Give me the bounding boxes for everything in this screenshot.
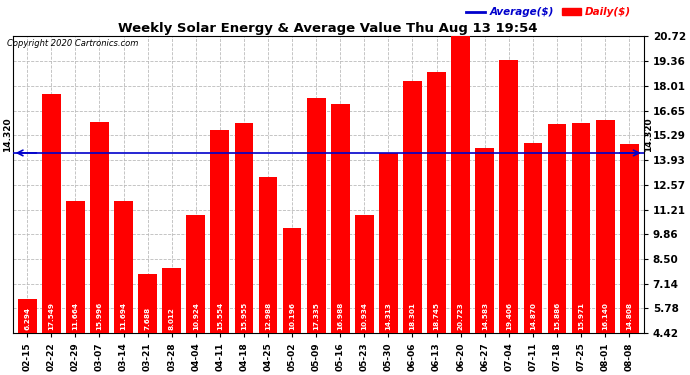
Text: 11.664: 11.664 <box>72 302 79 330</box>
Bar <box>524 143 542 333</box>
Bar <box>620 144 639 333</box>
Text: 8.012: 8.012 <box>168 308 175 330</box>
Text: 14.320: 14.320 <box>644 117 653 152</box>
Bar <box>114 201 133 333</box>
Text: Copyright 2020 Cartronics.com: Copyright 2020 Cartronics.com <box>7 39 138 48</box>
Text: 20.723: 20.723 <box>457 303 464 330</box>
Text: 18.301: 18.301 <box>409 303 415 330</box>
Bar <box>403 81 422 333</box>
Bar <box>355 214 374 333</box>
Bar <box>548 124 566 333</box>
Text: 17.335: 17.335 <box>313 303 319 330</box>
Bar <box>210 130 229 333</box>
Text: 10.196: 10.196 <box>289 302 295 330</box>
Bar <box>138 274 157 333</box>
Bar <box>572 123 591 333</box>
Bar <box>162 268 181 333</box>
Text: 14.313: 14.313 <box>386 303 391 330</box>
Text: 7.688: 7.688 <box>145 307 150 330</box>
Text: 15.554: 15.554 <box>217 302 223 330</box>
Text: 11.694: 11.694 <box>121 302 126 330</box>
Text: 15.996: 15.996 <box>97 302 102 330</box>
Title: Weekly Solar Energy & Average Value Thu Aug 13 19:54: Weekly Solar Energy & Average Value Thu … <box>119 22 538 35</box>
Bar <box>475 148 494 333</box>
Bar <box>66 201 85 333</box>
Text: 15.886: 15.886 <box>554 302 560 330</box>
Text: 14.808: 14.808 <box>627 302 632 330</box>
Text: 19.406: 19.406 <box>506 302 512 330</box>
Text: 18.745: 18.745 <box>433 302 440 330</box>
Text: 14.583: 14.583 <box>482 302 488 330</box>
Text: 12.988: 12.988 <box>265 302 271 330</box>
Bar <box>235 123 253 333</box>
Bar <box>186 215 205 333</box>
Bar <box>451 36 470 333</box>
Text: 10.924: 10.924 <box>193 303 199 330</box>
Text: 6.294: 6.294 <box>24 308 30 330</box>
Bar <box>307 98 326 333</box>
Text: 14.870: 14.870 <box>530 303 536 330</box>
Text: 17.549: 17.549 <box>48 302 55 330</box>
Bar <box>500 60 518 333</box>
Bar <box>283 228 302 333</box>
Text: 16.140: 16.140 <box>602 303 608 330</box>
Bar <box>427 72 446 333</box>
Text: 10.934: 10.934 <box>362 303 367 330</box>
Text: 15.971: 15.971 <box>578 302 584 330</box>
Bar <box>18 299 37 333</box>
Bar <box>595 120 615 333</box>
Text: 14.320: 14.320 <box>3 117 12 152</box>
Bar <box>379 153 398 333</box>
Text: 15.955: 15.955 <box>241 302 247 330</box>
Bar <box>259 177 277 333</box>
Bar <box>90 123 109 333</box>
Bar <box>331 104 350 333</box>
Text: 16.988: 16.988 <box>337 302 343 330</box>
Bar <box>42 94 61 333</box>
Legend: Average($), Daily($): Average($), Daily($) <box>462 3 635 21</box>
